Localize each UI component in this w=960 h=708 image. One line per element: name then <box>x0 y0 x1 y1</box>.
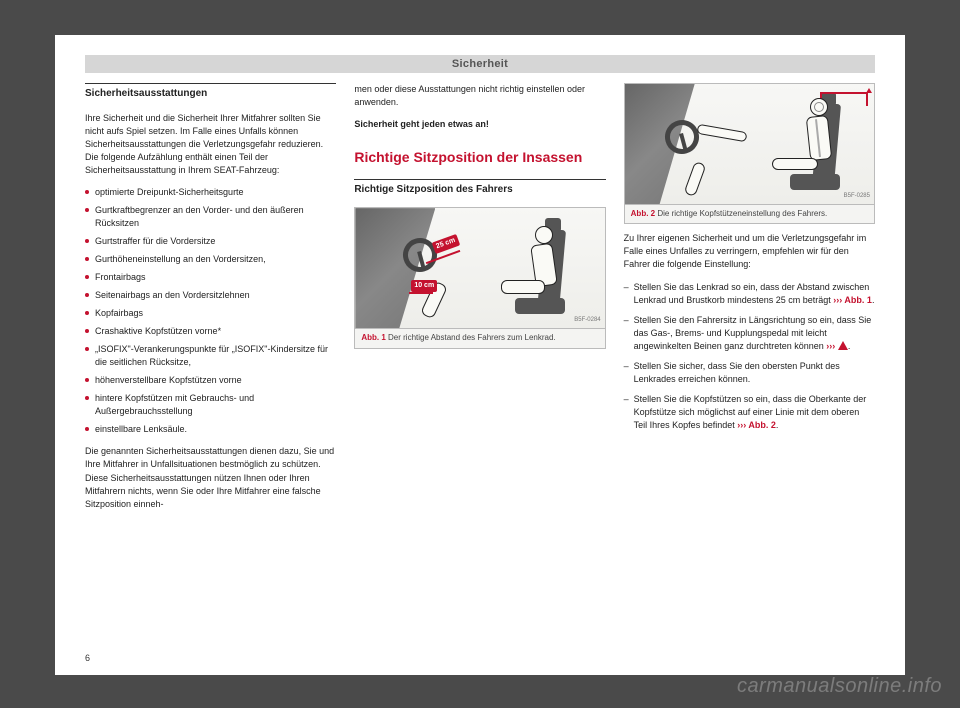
column-2: men oder diese Ausstattungen nicht richt… <box>354 83 605 520</box>
manual-page: Sicherheit Sicherheitsausstattungen Ihre… <box>55 35 905 675</box>
list-item: Crashaktive Kopfstützen vorne* <box>85 325 336 338</box>
warning-icon <box>838 341 848 350</box>
dimension-10cm: 10 cm <box>411 280 437 292</box>
list-item: optimierte Dreipunkt-Sicherheitsgurte <box>85 186 336 199</box>
feature-list: optimierte Dreipunkt-Sicherheitsgurte Gu… <box>85 186 336 437</box>
content-columns: Sicherheitsausstattungen Ihre Sicherheit… <box>85 83 875 520</box>
list-item: Gurtkraftbegrenzer an den Vorder- und de… <box>85 204 336 230</box>
figure-caption-text: Die richtige Kopfstützeneinstellung des … <box>657 209 827 218</box>
list-item: Gurthöheneinstellung an den Vordersitzen… <box>85 253 336 266</box>
intro-paragraph: Zu Ihrer eigenen Sicherheit und um die V… <box>624 232 875 271</box>
chapter-header: Sicherheit <box>85 55 875 73</box>
outro-paragraph: Die genannten Sicherheitsausstattungen d… <box>85 445 336 510</box>
cross-reference: ››› Abb. 2 <box>737 420 776 430</box>
list-item: einstellbare Lenksäule. <box>85 423 336 436</box>
list-item: höhenverstellbare Kopfstützen vorne <box>85 374 336 387</box>
sub-heading: Richtige Sitzposition des Fahrers <box>354 179 605 198</box>
page-number: 6 <box>85 653 90 663</box>
instruction-list: Stellen Sie das Lenkrad so ein, dass der… <box>624 281 875 432</box>
figure-caption-text: Der richtige Abstand des Fahrers zum Len… <box>388 333 556 342</box>
intro-paragraph: Ihre Sicherheit und die Sicherheit Ihrer… <box>85 112 336 177</box>
figure-2-caption: Abb. 2 Die richtige Kopfstützeneinstellu… <box>625 204 874 223</box>
figure-1-image: 25 cm 10 cm B5F-0284 <box>355 208 604 328</box>
figure-2: B5F-0285 Abb. 2 Die richtige Kopfstützen… <box>624 83 875 224</box>
figure-1: 25 cm 10 cm B5F-0284 Abb. 1 Der richtige… <box>354 207 605 348</box>
list-item: Stellen Sie das Lenkrad so ein, dass der… <box>624 281 875 307</box>
list-item: Stellen Sie den Fahrersitz in Längsricht… <box>624 314 875 353</box>
main-heading: Richtige Sitzposition der Insassen <box>354 149 605 167</box>
cross-reference: ››› <box>826 341 835 351</box>
figure-label: Abb. 2 <box>631 209 655 218</box>
list-item: Frontairbags <box>85 271 336 284</box>
list-item: Kopfairbags <box>85 307 336 320</box>
list-item: Stellen Sie sicher, dass Sie den oberste… <box>624 360 875 386</box>
list-item: Gurtstraffer für die Vordersitze <box>85 235 336 248</box>
list-item: Stellen Sie die Kopfstützen so ein, dass… <box>624 393 875 432</box>
watermark: carmanualsonline.info <box>737 675 942 698</box>
figure-code: B5F-0285 <box>844 192 870 201</box>
continuation-paragraph: men oder diese Ausstattungen nicht richt… <box>354 83 605 109</box>
cross-reference: ››› Abb. 1 <box>833 295 872 305</box>
figure-label: Abb. 1 <box>361 333 385 342</box>
figure-2-image: B5F-0285 <box>625 84 874 204</box>
list-item: „ISOFIX"-Verankerungspunkte für „ISOFIX"… <box>85 343 336 369</box>
emphasis-line: Sicherheit geht jeden etwas an! <box>354 118 605 131</box>
list-item: Seitenairbags an den Vordersitzlehnen <box>85 289 336 302</box>
list-item: hintere Kopfstützen mit Gebrauchs- und A… <box>85 392 336 418</box>
figure-code: B5F-0284 <box>574 316 600 325</box>
column-1: Sicherheitsausstattungen Ihre Sicherheit… <box>85 83 336 520</box>
figure-1-caption: Abb. 1 Der richtige Abstand des Fahrers … <box>355 328 604 347</box>
column-3: B5F-0285 Abb. 2 Die richtige Kopfstützen… <box>624 83 875 520</box>
section-heading: Sicherheitsausstattungen <box>85 83 336 102</box>
